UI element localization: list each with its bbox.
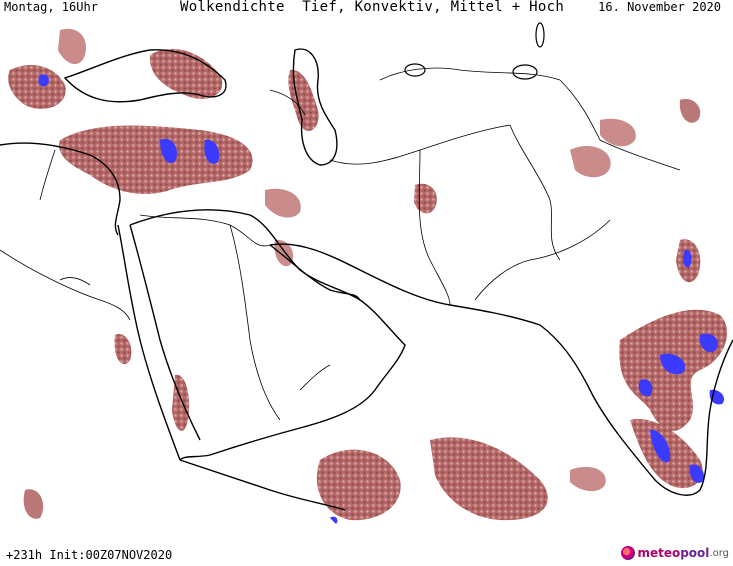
geographic-boundaries [0,22,733,511]
forecast-date-label: 16. November 2020 [598,0,721,14]
map-title: Wolkendichte Tief, Konvektiv, Mittel + H… [180,0,565,15]
meteopool-logo[interactable]: meteo pool .org [621,546,729,560]
map-footer: +231h Init:00Z07NOV2020 meteo pool .org [0,526,733,566]
logo-text-meteo: meteo [637,546,681,560]
meteopool-globe-icon [621,546,636,560]
forecast-time-label: Montag, 16Uhr [4,0,98,14]
model-init-label: +231h Init:00Z07NOV2020 [6,548,173,562]
map-canvas [0,22,733,524]
convective-cells-layer [38,74,725,524]
weather-map [0,16,733,526]
logo-text-org: .org [709,547,729,559]
logo-text-pool: pool [680,546,710,560]
